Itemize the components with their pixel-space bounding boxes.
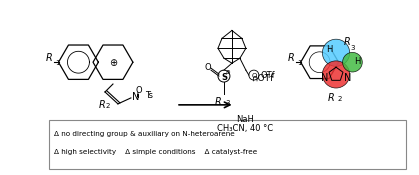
Text: OTf: OTf <box>261 71 275 80</box>
Text: 2: 2 <box>106 103 110 109</box>
Text: H: H <box>326 45 332 54</box>
Text: R: R <box>328 93 334 103</box>
Text: 3: 3 <box>225 100 230 106</box>
Circle shape <box>343 52 362 72</box>
Text: Δ high selectivity    Δ simple conditions    Δ catalyst-free: Δ high selectivity Δ simple conditions Δ… <box>54 149 257 155</box>
Text: O: O <box>205 63 211 72</box>
Text: N: N <box>321 73 328 83</box>
Circle shape <box>322 39 350 66</box>
Text: Δ no directing group & auxiliary on N-heteroarene: Δ no directing group & auxiliary on N-he… <box>54 131 235 137</box>
Text: R: R <box>215 97 222 107</box>
Text: N: N <box>132 92 139 102</box>
Text: R: R <box>344 37 351 47</box>
Circle shape <box>322 61 350 88</box>
Text: NaH: NaH <box>236 115 254 124</box>
Text: R: R <box>288 53 295 63</box>
Text: O: O <box>136 86 142 96</box>
Text: Ts: Ts <box>145 91 153 100</box>
Text: ∩OTf: ∩OTf <box>252 74 274 83</box>
Text: 1: 1 <box>55 60 60 66</box>
Text: S: S <box>221 73 227 82</box>
Bar <box>49 120 406 169</box>
Text: N: N <box>344 73 351 83</box>
Text: O: O <box>251 73 256 79</box>
Text: R: R <box>46 53 52 63</box>
Text: 2: 2 <box>337 96 341 102</box>
Text: CH₃CN, 40 °C: CH₃CN, 40 °C <box>217 124 273 133</box>
Text: ⊕: ⊕ <box>109 58 117 68</box>
Text: ⊕: ⊕ <box>225 70 230 75</box>
Text: H: H <box>354 57 360 66</box>
Text: 3: 3 <box>350 45 355 51</box>
Text: R: R <box>98 100 105 110</box>
Text: 1: 1 <box>298 60 302 66</box>
